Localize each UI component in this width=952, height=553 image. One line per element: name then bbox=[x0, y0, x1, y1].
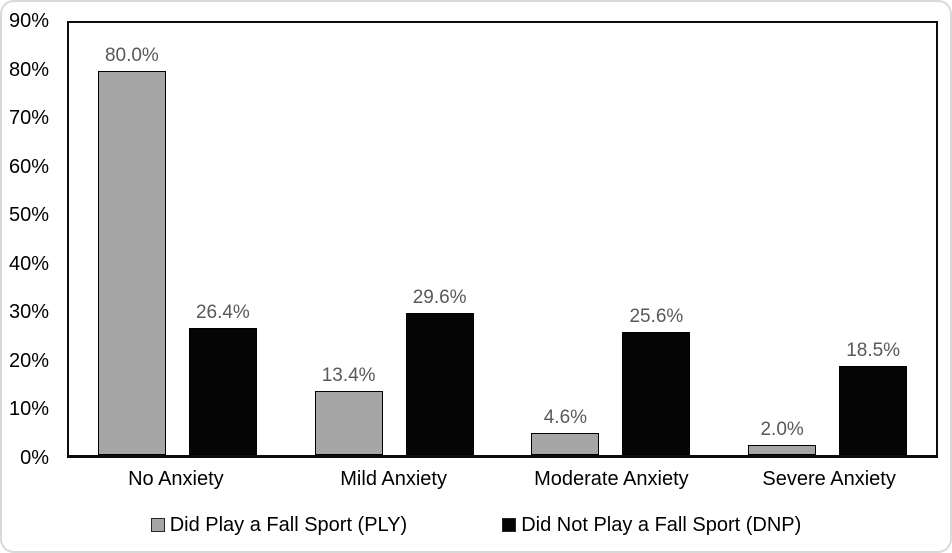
bar-group-severe-anxiety: 2.0% 18.5% bbox=[719, 23, 936, 455]
bar-group-moderate-anxiety: 4.6% 25.6% bbox=[503, 23, 720, 455]
legend-label: Did Not Play a Fall Sport (DNP) bbox=[521, 514, 802, 536]
x-category-label: Moderate Anxiety bbox=[534, 468, 689, 490]
y-tick-label: 30% bbox=[8, 301, 49, 324]
legend-label: Did Play a Fall Sport (PLY) bbox=[169, 514, 408, 536]
bar-group-mild-anxiety: 13.4% 29.6% bbox=[286, 23, 503, 455]
y-tick-label: 70% bbox=[8, 107, 49, 130]
value-label: 29.6% bbox=[412, 286, 467, 308]
y-tick-label: 90% bbox=[8, 10, 49, 32]
y-tick-label: 50% bbox=[8, 204, 49, 227]
legend-item: Did Not Play a Fall Sport (DNP) bbox=[502, 513, 801, 537]
bar-dnp-severe-anxiety: 18.5% bbox=[839, 341, 908, 455]
legend-swatch-icon bbox=[150, 518, 165, 532]
bar-group-no-anxiety: 80.0% 26.4% bbox=[69, 23, 286, 455]
y-tick-label: 60% bbox=[8, 155, 49, 178]
value-label: 26.4% bbox=[195, 302, 250, 324]
y-tick-label: 10% bbox=[8, 398, 49, 421]
bar-ply-moderate-anxiety: 4.6% bbox=[531, 407, 600, 455]
bar-dnp-moderate-anxiety: 25.6% bbox=[622, 307, 691, 455]
x-category-label: No Anxiety bbox=[128, 468, 224, 490]
y-tick-label: 0% bbox=[20, 447, 49, 469]
plot-area: 80.0% 26.4% 13.4% 29.6% 4.6% 25.6% 2.0% 18.5% bbox=[67, 21, 938, 458]
y-axis: 0% 10% 20% 30% 40% 50% 60% 70% 80% 90% bbox=[2, 2, 49, 551]
bar-dnp-mild-anxiety: 29.6% bbox=[405, 287, 474, 455]
legend-item: Did Play a Fall Sport (PLY) bbox=[150, 513, 408, 537]
value-label: 2.0% bbox=[760, 419, 804, 441]
value-label: 4.6% bbox=[543, 406, 588, 428]
y-tick-label: 20% bbox=[8, 349, 49, 372]
legend-swatch-icon bbox=[502, 518, 517, 532]
y-tick-label: 80% bbox=[8, 58, 49, 81]
x-axis: No Anxiety Mild Anxiety Moderate Anxiety Se… bbox=[67, 466, 938, 492]
value-label: 80.0% bbox=[104, 45, 159, 66]
bar-ply-severe-anxiety: 2.0% bbox=[748, 420, 817, 455]
x-category-label: Severe Anxiety bbox=[762, 468, 896, 490]
value-label: 13.4% bbox=[321, 364, 376, 386]
x-category-label: Mild Anxiety bbox=[340, 468, 447, 490]
value-label: 18.5% bbox=[846, 340, 901, 362]
bar-ply-no-anxiety: 80.0% bbox=[97, 46, 166, 455]
y-tick-label: 40% bbox=[8, 252, 49, 275]
value-label: 25.6% bbox=[629, 306, 684, 328]
bar-ply-mild-anxiety: 13.4% bbox=[314, 365, 383, 455]
bar-dnp-no-anxiety: 26.4% bbox=[188, 303, 257, 455]
legend: Did Play a Fall Sport (PLY) Did Not Play … bbox=[2, 508, 950, 542]
